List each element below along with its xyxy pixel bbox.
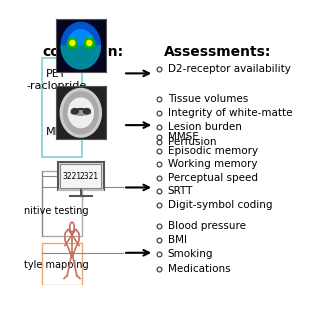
Polygon shape	[68, 30, 94, 61]
Polygon shape	[71, 111, 91, 115]
Bar	[58, 189, 104, 191]
Text: 2321: 2321	[80, 172, 99, 180]
Text: Digit-symbol coding: Digit-symbol coding	[168, 200, 272, 210]
Text: SRTT: SRTT	[168, 186, 193, 196]
Bar	[43, 172, 82, 236]
Text: collection:: collection:	[43, 44, 124, 59]
Polygon shape	[70, 40, 75, 45]
Text: 3221: 3221	[63, 172, 82, 180]
Text: Perceptual speed: Perceptual speed	[168, 172, 258, 183]
Text: D2-receptor availability: D2-receptor availability	[168, 64, 291, 74]
Text: MMSE: MMSE	[168, 132, 199, 142]
Text: Smoking: Smoking	[168, 249, 213, 259]
Polygon shape	[87, 40, 92, 45]
Text: tyle mapping: tyle mapping	[24, 260, 88, 270]
Text: Episodic memory: Episodic memory	[168, 146, 258, 156]
Polygon shape	[83, 108, 90, 114]
Text: MRI: MRI	[46, 127, 67, 137]
Polygon shape	[84, 38, 94, 48]
Text: Perfusion: Perfusion	[168, 137, 216, 147]
Polygon shape	[61, 22, 100, 69]
Polygon shape	[60, 21, 101, 70]
Text: nitive testing: nitive testing	[24, 206, 88, 216]
Text: Integrity of white-matte: Integrity of white-matte	[168, 108, 292, 118]
Text: Working memory: Working memory	[168, 159, 257, 169]
Polygon shape	[61, 46, 100, 69]
Bar	[60, 164, 101, 188]
Polygon shape	[60, 89, 101, 137]
Polygon shape	[63, 92, 98, 134]
Text: Lesion burden: Lesion burden	[168, 122, 242, 132]
Polygon shape	[68, 98, 93, 128]
Text: PET
-raclopride: PET -raclopride	[26, 69, 86, 91]
Text: Tissue volumes: Tissue volumes	[168, 94, 248, 104]
Polygon shape	[68, 38, 77, 48]
Text: BMI: BMI	[168, 235, 187, 245]
Text: Medications: Medications	[168, 264, 230, 274]
Polygon shape	[75, 108, 87, 115]
Text: Assessments:: Assessments:	[164, 44, 271, 59]
Text: Blood pressure: Blood pressure	[168, 221, 246, 231]
Bar	[58, 162, 104, 190]
Polygon shape	[71, 108, 78, 114]
Bar	[43, 58, 82, 157]
Bar	[43, 243, 82, 285]
